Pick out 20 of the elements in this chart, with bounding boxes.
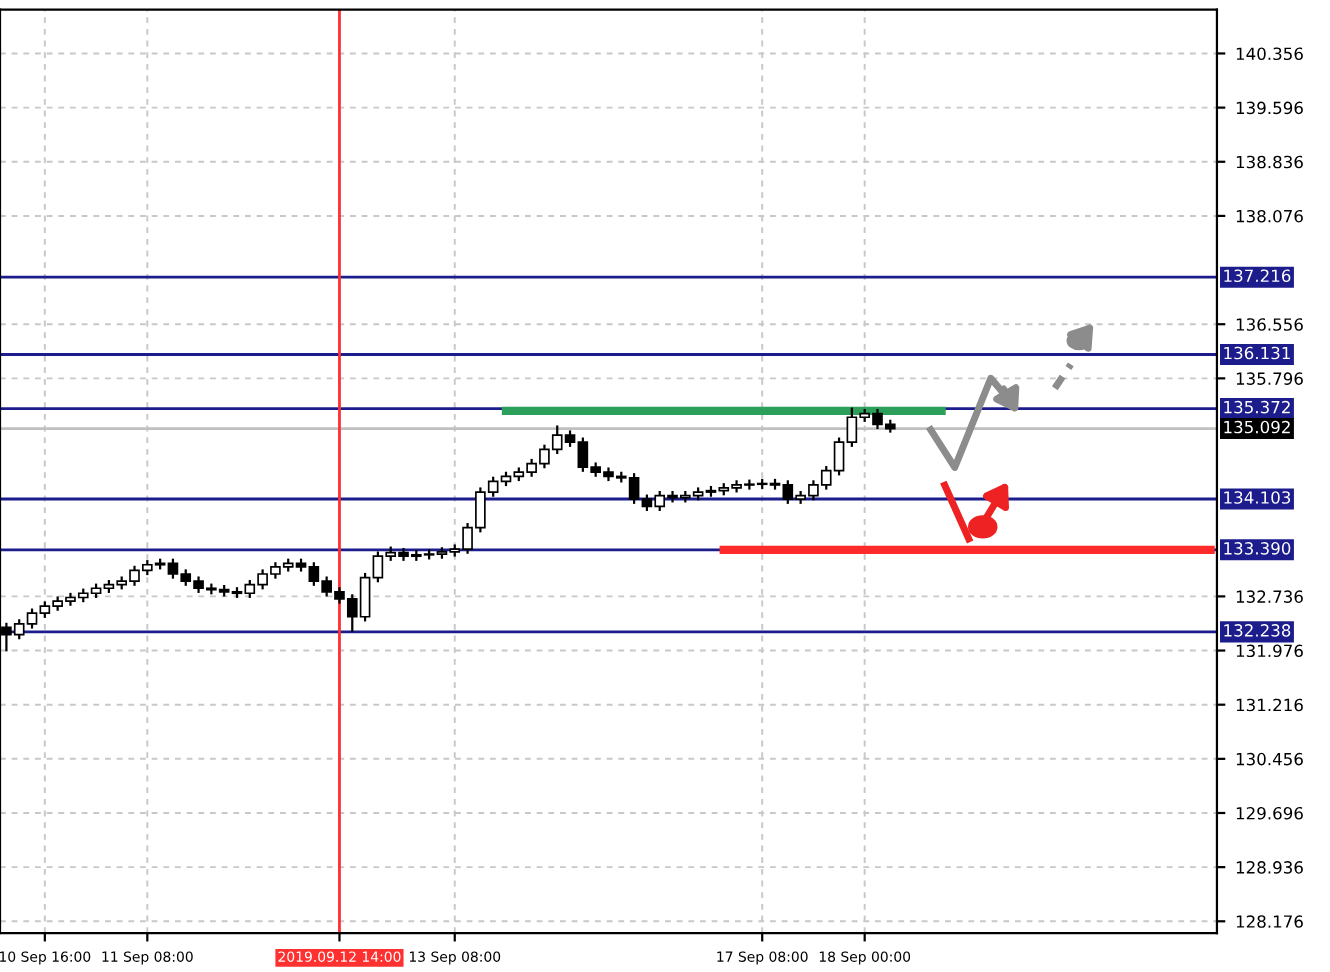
y-tick-label: 135.796 <box>1236 372 1303 385</box>
y-tick-label: 131.216 <box>1236 698 1303 712</box>
ref-line-label: 137.216 <box>1224 269 1291 283</box>
y-tick-label: 139.596 <box>1236 101 1303 115</box>
ref-line-label: 132.238 <box>1224 624 1291 637</box>
y-tick-label: 129.696 <box>1236 806 1303 820</box>
y-tick-label: 128.176 <box>1236 915 1303 928</box>
y-tick-label: 130.456 <box>1236 752 1303 766</box>
y-tick-label: 138.076 <box>1236 209 1303 223</box>
ref-line-label: 135.092 <box>1224 420 1290 434</box>
y-tick-label: 138.836 <box>1236 155 1303 169</box>
y-tick-label: 136.556 <box>1236 318 1303 331</box>
ref-line-label: 135.372 <box>1224 400 1290 414</box>
y-tick-label: 131.976 <box>1236 644 1303 658</box>
y-tick-label: 128.936 <box>1236 861 1303 874</box>
y-tick-label: 132.736 <box>1236 590 1303 603</box>
ref-line-label: 134.103 <box>1224 491 1291 504</box>
y-tick-label: 140.356 <box>1236 47 1303 61</box>
ref-line-label: 133.390 <box>1224 542 1291 555</box>
ref-line-label: 136.131 <box>1224 346 1290 360</box>
